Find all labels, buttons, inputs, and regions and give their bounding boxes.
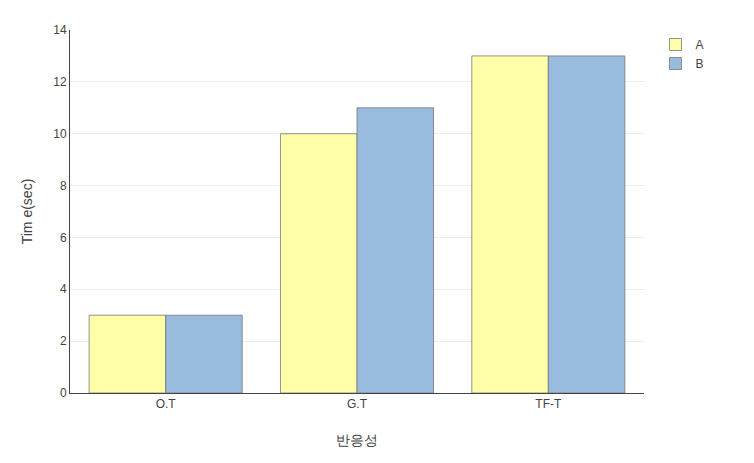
svg-text:0: 0 [60, 386, 67, 400]
svg-text:10: 10 [53, 127, 67, 141]
svg-text:2: 2 [60, 334, 67, 348]
svg-text:반응성: 반응성 [336, 432, 378, 448]
svg-text:8: 8 [60, 179, 67, 193]
svg-text:12: 12 [53, 75, 67, 89]
svg-text:4: 4 [60, 282, 67, 296]
svg-text:14: 14 [53, 23, 67, 37]
svg-text:Tim e(sec): Tim e(sec) [19, 179, 35, 245]
svg-text:TF-T: TF-T [535, 397, 562, 411]
svg-text:6: 6 [60, 231, 67, 245]
svg-text:G.T: G.T [347, 397, 368, 411]
svg-text:O.T: O.T [156, 397, 177, 411]
svg-text:A: A [695, 38, 703, 52]
svg-text:B: B [695, 57, 703, 71]
